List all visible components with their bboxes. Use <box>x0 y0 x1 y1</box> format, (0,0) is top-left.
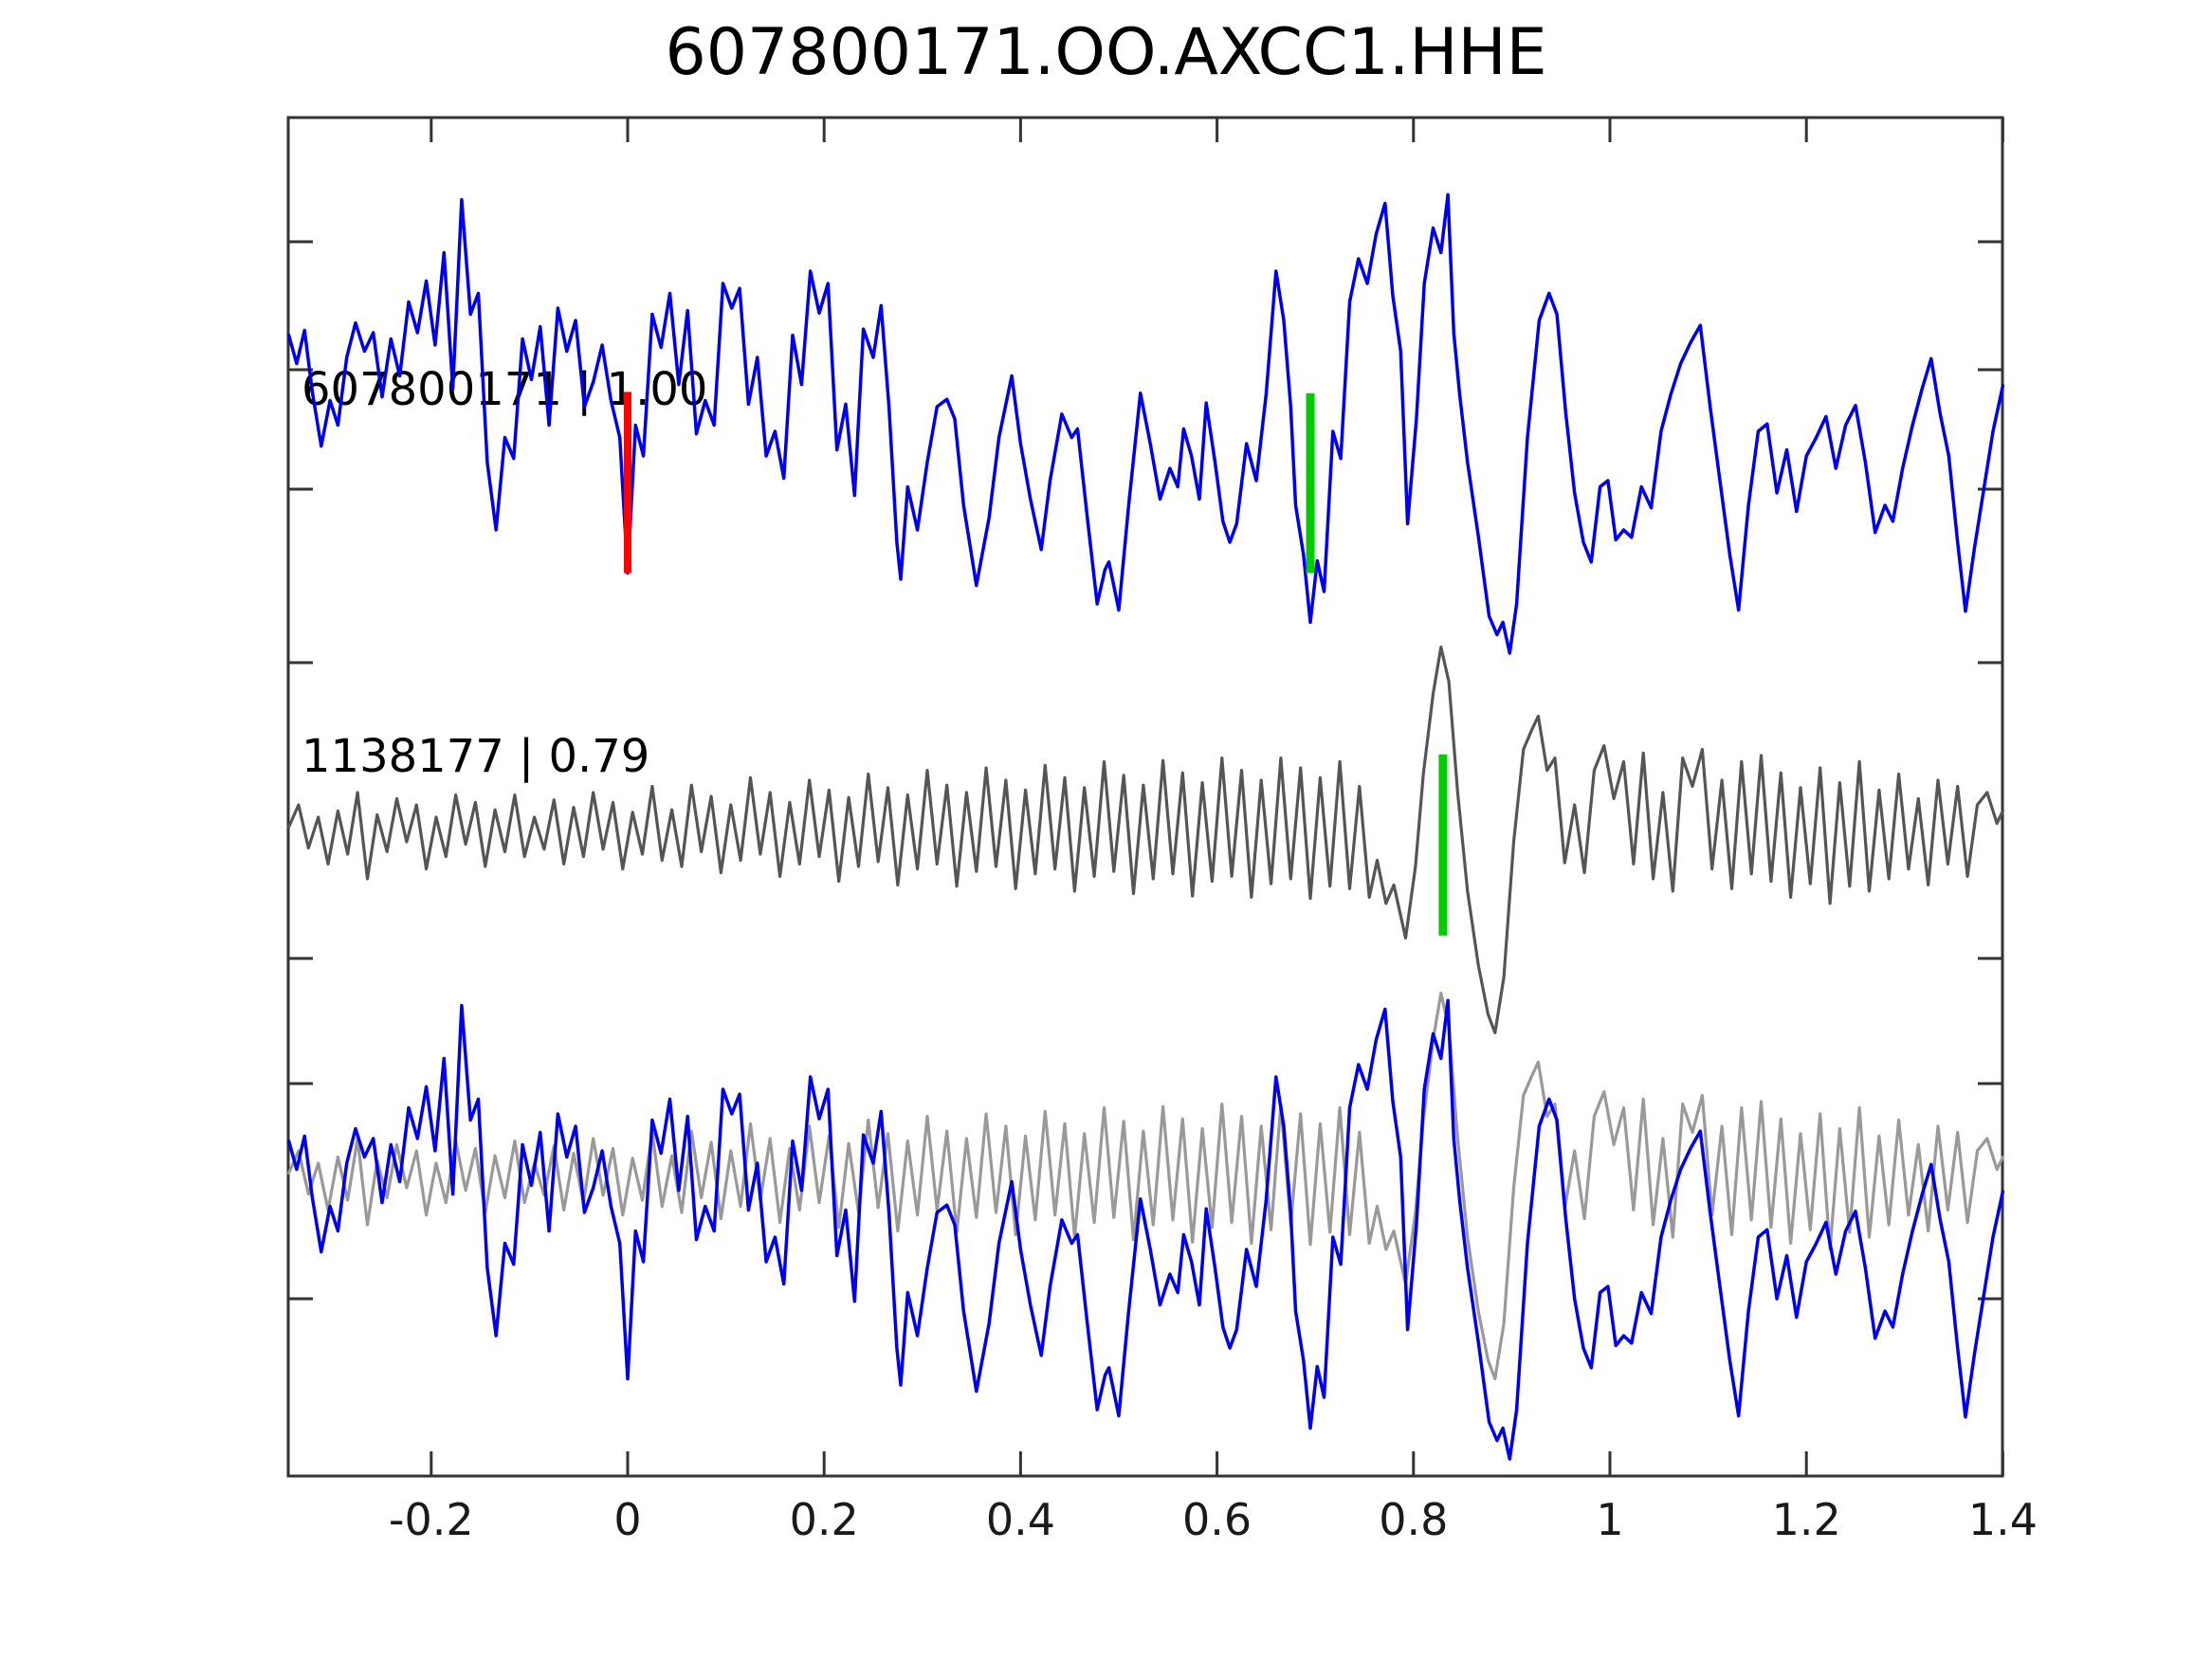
x-tick-label: 1.2 <box>1772 1494 1841 1545</box>
waveform-trace-607800171-blue <box>286 192 2005 655</box>
x-tick-label: -0.2 <box>389 1494 474 1545</box>
waveform-trace-1138177-gray <box>287 645 2004 1035</box>
x-tick-label: 1.4 <box>1968 1494 2038 1545</box>
plot-box <box>286 116 2004 1478</box>
x-tick-label: 0 <box>613 1494 641 1545</box>
x-tick-label: 1 <box>1596 1494 1623 1545</box>
x-tick-label: 0.6 <box>1182 1494 1252 1545</box>
trace-label-1138177: 1138177 | 0.79 <box>302 730 650 783</box>
trace-label-607800171: 607800171 | 1.00 <box>302 363 708 416</box>
x-tick-label: 0.4 <box>986 1494 1055 1545</box>
waveform-overlay-comparison-gray <box>287 991 2004 1381</box>
x-tick-label: 0.8 <box>1379 1494 1448 1545</box>
x-tick-label: 0.2 <box>790 1494 859 1545</box>
waveform-overlay-comparison-blue <box>286 998 2005 1461</box>
chart-title: 607800171.OO.AXCC1.HHE <box>665 15 1547 90</box>
